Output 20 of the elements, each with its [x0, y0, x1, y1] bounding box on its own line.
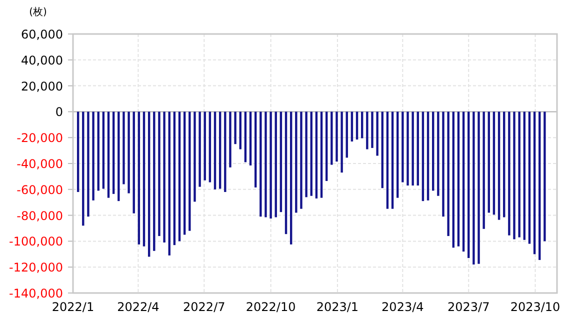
y-tick-label: 40,000	[21, 53, 63, 68]
y-tick-label: -60,000	[16, 182, 63, 197]
x-tick-label: 2022/10	[246, 300, 296, 314]
y-tick-label: 60,000	[21, 28, 63, 42]
y-axis-title: (枚)	[29, 6, 47, 18]
y-tick-label: -20,000	[16, 131, 63, 146]
x-tick-label: 2022/4	[117, 300, 160, 314]
y-tick-label: -80,000	[16, 208, 63, 223]
y-tick-label: 0	[55, 105, 63, 120]
y-tick-label: -120,000	[9, 260, 63, 275]
y-tick-label: -100,000	[9, 234, 63, 249]
y-tick-label: -140,000	[9, 286, 63, 300]
x-tick-label: 2023/10	[510, 300, 560, 314]
y-tick-label: -40,000	[16, 157, 63, 171]
x-tick-label: 2023/7	[447, 300, 490, 314]
x-tick-label: 2022/7	[183, 300, 226, 314]
y-tick-label: 20,000	[21, 79, 63, 94]
x-tick-label: 2023/4	[382, 300, 424, 314]
x-tick-label: 2022/1	[52, 300, 94, 314]
x-tick-label: 2023/1	[316, 300, 359, 314]
